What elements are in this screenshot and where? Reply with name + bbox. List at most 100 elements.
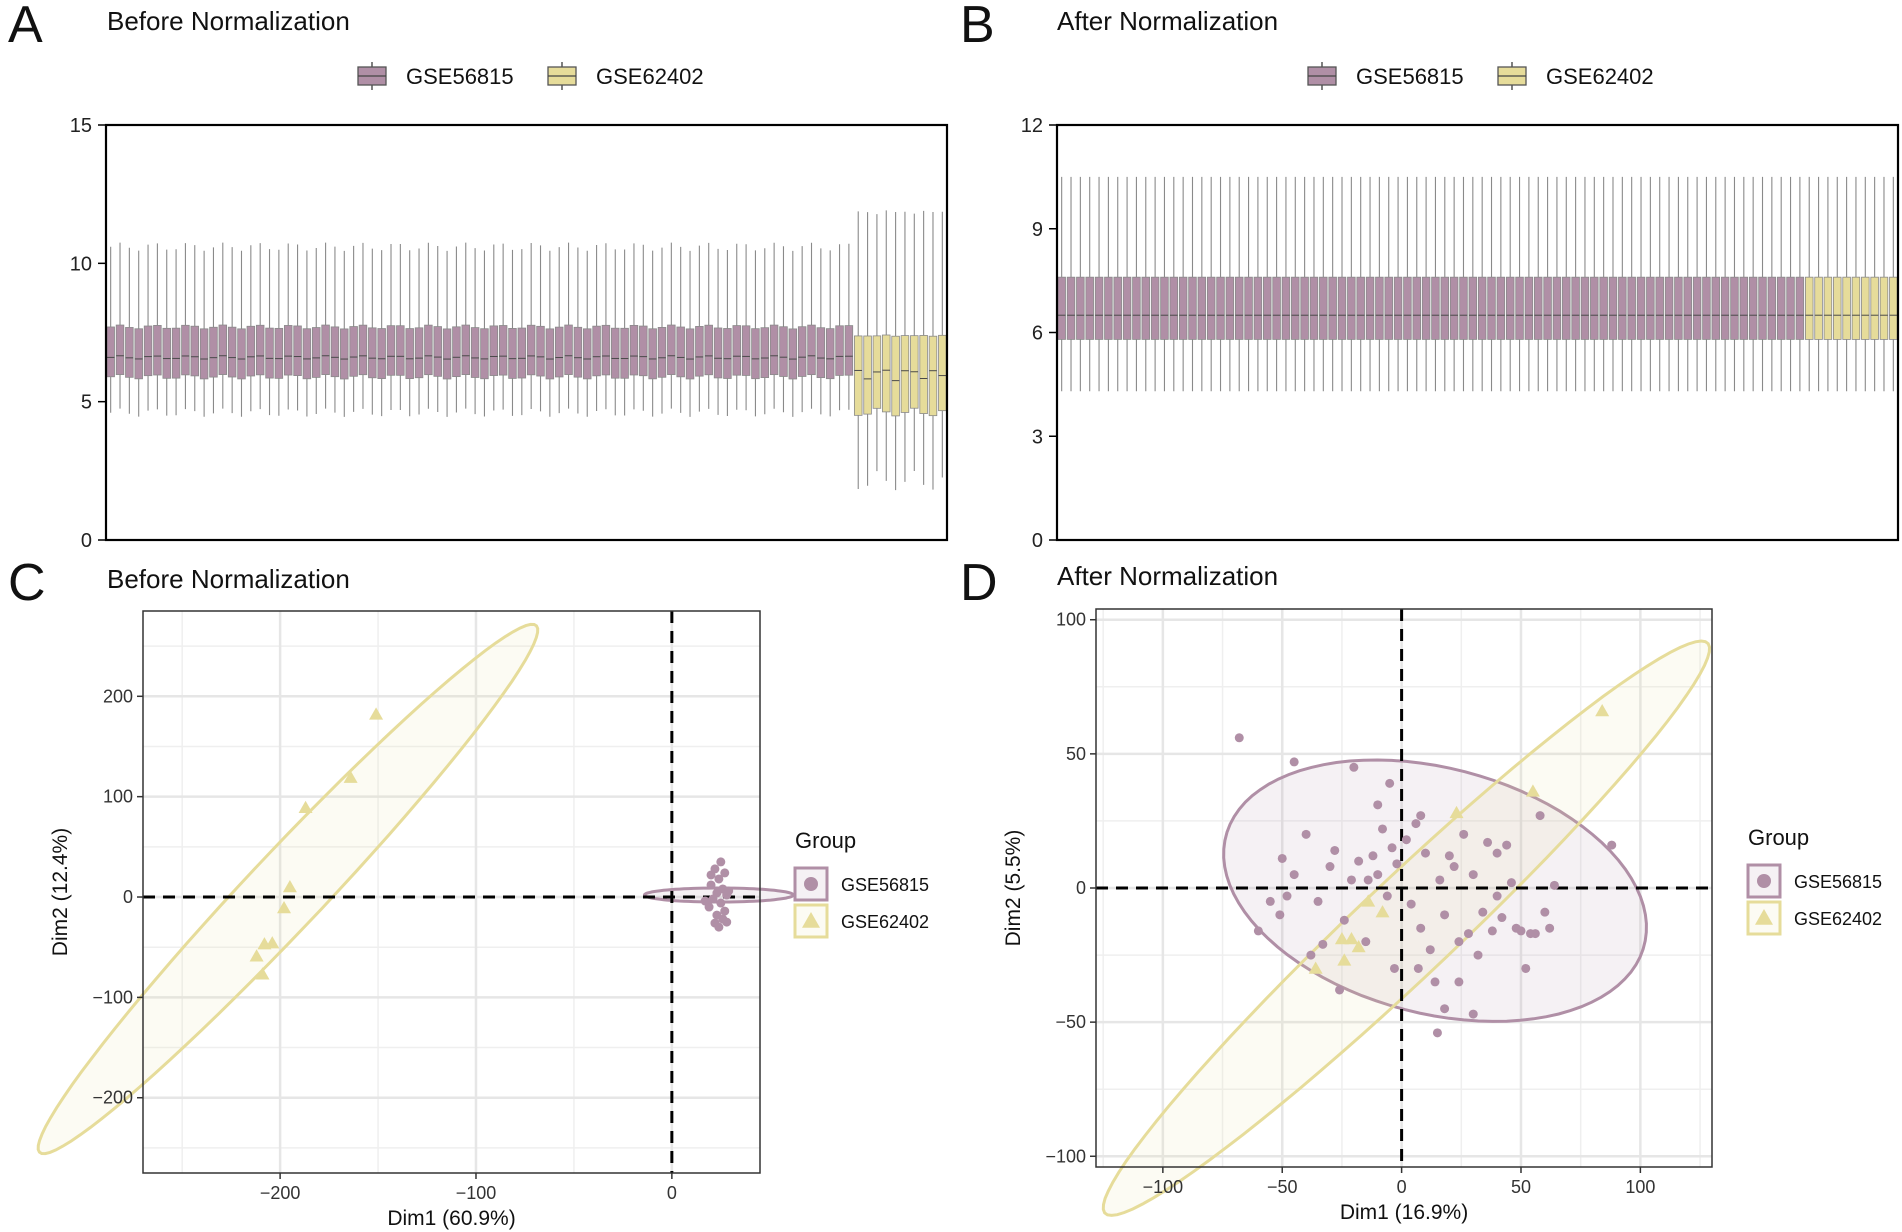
data-point	[1502, 840, 1512, 850]
boxes	[1057, 176, 1898, 392]
data-point	[708, 894, 718, 904]
box-gse56815	[1066, 176, 1076, 392]
data-point	[277, 901, 292, 914]
data-point	[720, 868, 730, 878]
box-body	[1122, 276, 1132, 340]
box-gse56815	[536, 245, 545, 412]
y-tick-label: 15	[70, 115, 92, 137]
data-point	[1387, 843, 1397, 853]
y-tick-label: 6	[1032, 323, 1043, 345]
box-gse56815	[1197, 176, 1207, 392]
box-gse56815	[405, 250, 414, 417]
box-body	[1225, 276, 1235, 340]
box-gse56815	[1431, 176, 1440, 392]
grid	[143, 611, 760, 1173]
box-body	[470, 327, 480, 378]
y-tick-label: 0	[1032, 530, 1043, 552]
box-gse56815	[676, 246, 685, 413]
box-body	[1496, 276, 1506, 340]
box-gse56815	[1664, 176, 1674, 392]
box-body	[938, 334, 947, 412]
box-gse56815	[396, 244, 405, 411]
y-tick-label: −200	[92, 1088, 133, 1108]
box-gse56815	[181, 243, 190, 410]
box-body	[835, 325, 844, 376]
data-point	[1368, 851, 1378, 861]
box-gse56815	[685, 250, 695, 417]
box-gse56815	[1244, 176, 1253, 392]
box-gse56815	[1253, 176, 1263, 392]
box-gse56815	[1590, 176, 1599, 392]
box-gse56815	[358, 242, 368, 409]
legend-label: GSE56815	[1794, 872, 1882, 892]
box-body	[1066, 276, 1076, 340]
box-gse56815	[1272, 176, 1281, 392]
box-gse56815	[816, 248, 826, 415]
box-gse62402	[919, 210, 928, 485]
box-body	[1263, 276, 1272, 340]
panel-letter: D	[960, 554, 998, 612]
box-gse56815	[1356, 176, 1365, 392]
box-gse62402	[1851, 176, 1861, 392]
box-body	[1515, 276, 1524, 340]
data-point	[1525, 784, 1540, 797]
box-gse56815	[1206, 176, 1216, 392]
box-body	[629, 324, 639, 376]
box-gse62402	[1861, 176, 1870, 392]
data-point	[1459, 829, 1469, 839]
box-body	[676, 326, 685, 378]
box-body	[1758, 276, 1767, 340]
box-gse56815	[498, 243, 508, 410]
box-body	[414, 327, 424, 379]
box-gse56815	[639, 244, 648, 411]
legend-label: GSE56815	[406, 64, 514, 89]
box-body	[1440, 276, 1450, 340]
box-gse56815	[312, 247, 321, 414]
data-point	[1389, 963, 1399, 973]
box-body	[1655, 276, 1664, 340]
data-point	[1506, 878, 1516, 888]
box-body	[330, 326, 340, 378]
data-point	[1373, 870, 1383, 880]
y-axis-title: Dim2 (5.5%)	[1002, 830, 1025, 947]
data-point	[369, 707, 384, 720]
box-body	[648, 328, 657, 380]
data-point	[1234, 733, 1244, 743]
box-body	[1403, 276, 1412, 340]
box-body	[1814, 276, 1823, 340]
box-body	[1534, 276, 1543, 340]
box-gse56815	[1141, 176, 1151, 392]
data-point	[1289, 870, 1299, 880]
box-body	[340, 328, 349, 380]
box-body	[424, 324, 433, 376]
box-gse56815	[788, 250, 798, 417]
box-gse56815	[1683, 176, 1692, 392]
legend-marker	[802, 912, 820, 928]
y-tick-label: −100	[92, 987, 133, 1007]
box-gse56815	[1384, 176, 1393, 392]
box-gse56815	[1571, 176, 1580, 392]
box-body	[1113, 276, 1122, 340]
legend-marker	[1755, 909, 1773, 925]
box-body	[1160, 276, 1169, 340]
data-point	[1346, 875, 1356, 885]
box-body	[685, 328, 695, 380]
box-gse62402	[910, 213, 919, 471]
box-gse56815	[648, 250, 657, 417]
box-gse56815	[611, 249, 620, 416]
box-body	[1216, 276, 1225, 340]
box-gse62402	[900, 211, 910, 482]
box-body	[452, 326, 461, 378]
box-body	[526, 324, 536, 376]
box-gse56815	[1300, 176, 1309, 392]
box-gse56815	[1477, 176, 1487, 392]
box-gse56815	[1085, 176, 1094, 392]
box-body	[1804, 276, 1814, 340]
box-gse56815	[1225, 176, 1235, 392]
box-body	[162, 327, 171, 379]
box-gse56815	[1440, 176, 1450, 392]
box-gse56815	[1692, 176, 1702, 392]
box-gse56815	[321, 242, 330, 409]
box-body	[1347, 276, 1356, 340]
box-body	[293, 325, 302, 376]
